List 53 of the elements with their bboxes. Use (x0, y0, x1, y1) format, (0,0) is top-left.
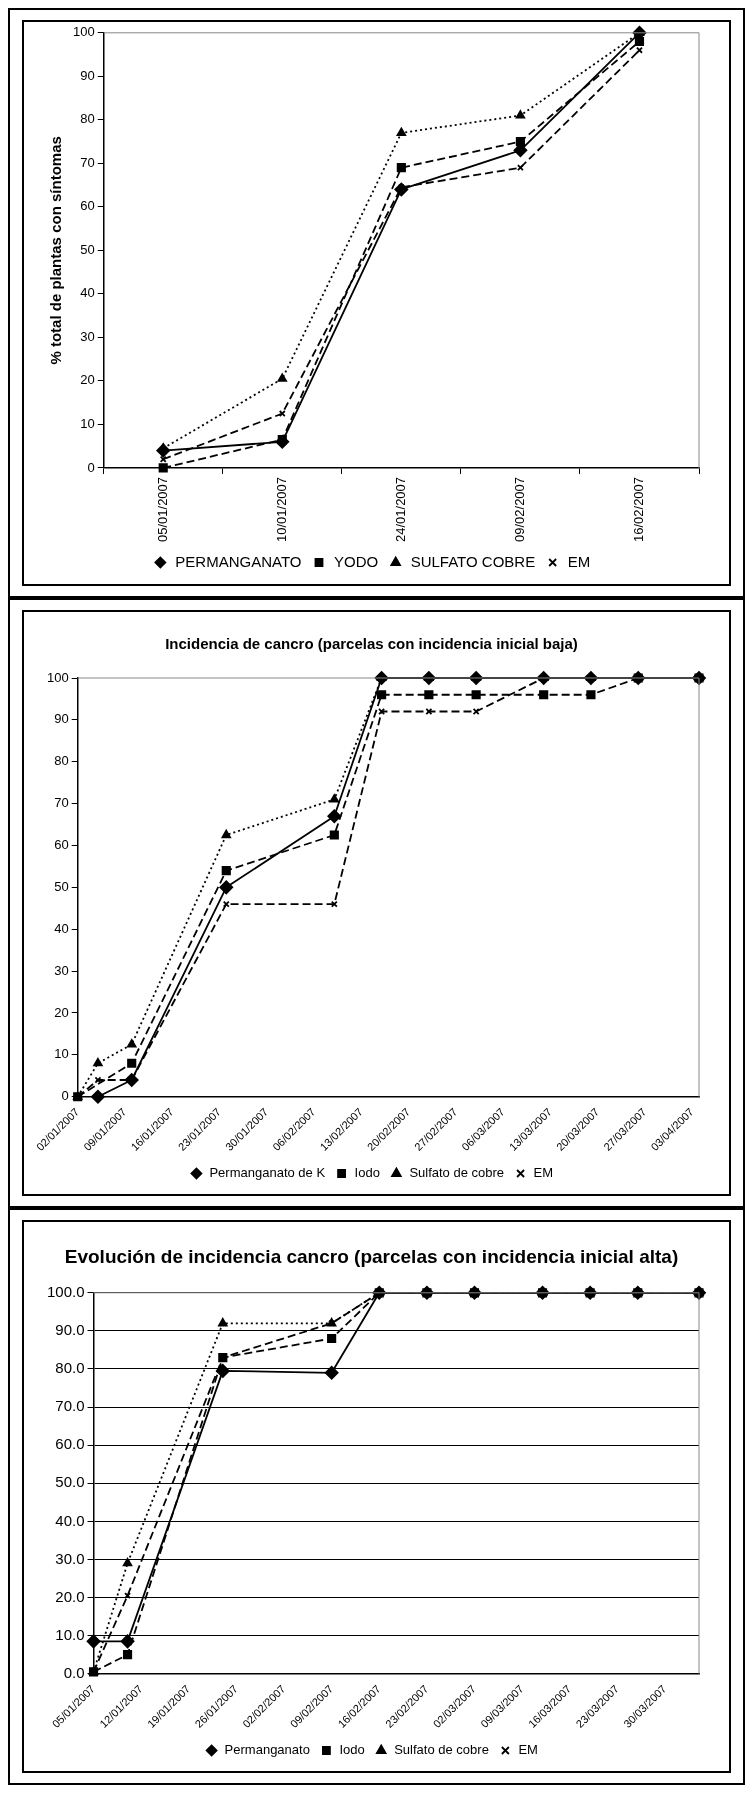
y-tick-label: 70 (54, 795, 69, 811)
y-tick-label: 90 (54, 711, 69, 727)
legend-label: EM (533, 1165, 554, 1181)
y-axis-title: % total de plantas con síntomas (47, 136, 65, 365)
y-tick-label: 90.0 (55, 1321, 85, 1339)
y-tick-label: 50 (54, 878, 69, 894)
legend-label: Sulfato de cobre (394, 1742, 489, 1758)
x-tick-label: 09/02/2007 (511, 476, 527, 543)
x-tick-label: 16/02/2007 (631, 476, 647, 543)
legend-label: Permanganato de K (209, 1165, 326, 1181)
y-tick-label: 40 (54, 920, 69, 936)
x-tick-label: 10/01/2007 (273, 476, 289, 543)
y-tick-label: 0 (87, 459, 95, 475)
y-tick-label: 20 (80, 372, 95, 388)
legend-label: SULFATO COBRE (410, 552, 536, 570)
y-tick-label: 80 (80, 111, 95, 127)
chart-title: Incidencia de cancro (parcelas con incidencia inicial baja) (165, 635, 578, 653)
y-tick-label: 40.0 (55, 1511, 85, 1529)
legend-label: Iodo (354, 1165, 380, 1181)
y-tick-label: 100 (72, 24, 95, 40)
y-tick-label: 60.0 (55, 1435, 85, 1453)
y-tick-label: 60 (54, 837, 69, 853)
y-tick-label: 80.0 (55, 1359, 85, 1377)
legend-label: Sulfato de cobre (409, 1165, 505, 1181)
y-tick-label: 0.0 (63, 1663, 85, 1681)
y-tick-label: 20 (54, 1004, 69, 1020)
y-tick-label: 40 (80, 285, 95, 301)
y-tick-label: 0 (61, 1088, 69, 1104)
y-tick-label: 70.0 (55, 1397, 85, 1415)
legend-label: EM (518, 1742, 538, 1758)
y-tick-label: 30.0 (55, 1549, 85, 1567)
y-tick-label: 20.0 (55, 1587, 85, 1605)
y-tick-label: 50.0 (55, 1473, 85, 1491)
y-tick-label: 70 (80, 154, 95, 170)
x-tick-label: 24/01/2007 (392, 476, 408, 543)
legend-label: Iodo (339, 1742, 365, 1758)
y-tick-label: 100.0 (46, 1282, 85, 1300)
y-tick-label: 10.0 (55, 1625, 85, 1643)
legend-label: EM (567, 552, 591, 570)
y-tick-label: 90 (80, 67, 95, 83)
legend-label: PERMANGANATO (175, 552, 302, 570)
y-tick-label: 10 (80, 416, 95, 431)
legend-label: YODO (333, 552, 379, 570)
y-tick-label: 50 (80, 241, 95, 257)
y-tick-label: 30 (54, 962, 69, 978)
legend-label: Permanganato (224, 1742, 310, 1758)
chart-title: Evolución de incidencia cancro (parcelas con incidencia inicial alta) (64, 1245, 679, 1267)
y-tick-label: 30 (80, 328, 95, 344)
y-tick-label: 100 (46, 669, 69, 685)
y-tick-label: 60 (80, 198, 95, 214)
y-tick-label: 10 (54, 1046, 69, 1062)
y-tick-label: 80 (54, 753, 69, 769)
x-tick-label: 05/01/2007 (154, 476, 170, 543)
